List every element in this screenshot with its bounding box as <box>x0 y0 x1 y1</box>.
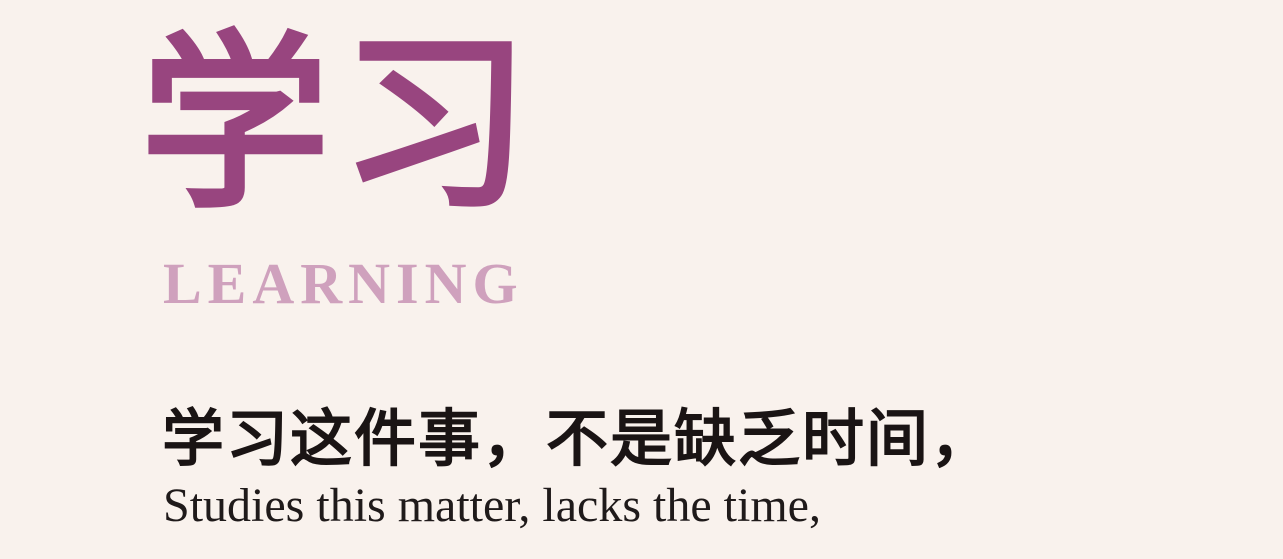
english-title: LEARNING <box>163 251 524 316</box>
calligraphy-title: 学习 <box>140 12 541 235</box>
chinese-sentence: 学习这件事，不是缺乏时间， <box>162 402 995 475</box>
english-sentence: Studies this matter, lacks the time, <box>163 479 821 532</box>
